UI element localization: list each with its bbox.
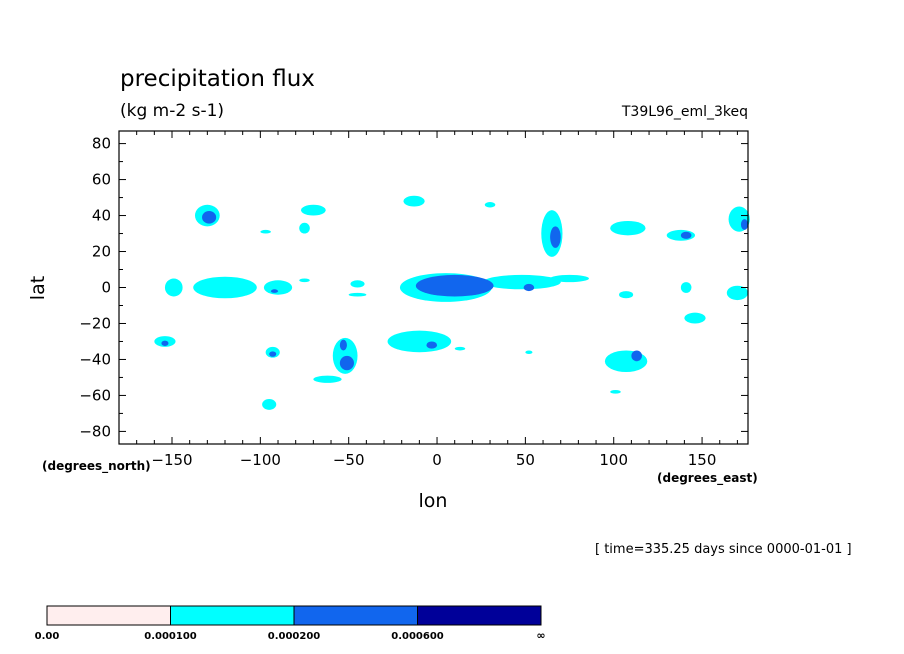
precip-region (299, 222, 310, 234)
precip-region (403, 195, 425, 207)
y-tick-label: −80 (79, 422, 111, 440)
precip-region (262, 399, 277, 410)
y-tick-label: 40 (92, 207, 111, 225)
x-tick-label: −50 (333, 451, 365, 469)
colorbar: 0.00 0.000100 0.000200 0.000600 ∞ (35, 605, 546, 642)
precip-region (610, 220, 646, 236)
precip-region (684, 312, 706, 324)
precip-region (193, 276, 257, 299)
time-stamp: [ time=335.25 days since 0000-01-01 ] (595, 542, 852, 557)
colorbar-label: 0.000600 (391, 631, 444, 642)
precip-region (610, 390, 621, 394)
colorbar-segment (46, 605, 171, 626)
precip-region (299, 278, 310, 283)
axis-ticks: −150 −100 −50 0 50 100 150 80 60 40 20 0 −20 −40 −60 −8… (79, 131, 748, 469)
precip-region (484, 202, 496, 208)
y-tick-label: −20 (79, 314, 111, 332)
colorbar-segment (293, 605, 418, 626)
x-tick-label: 150 (688, 451, 717, 469)
colorbar-label: 0.000200 (268, 631, 321, 642)
x-axis-label: lon (418, 490, 448, 512)
x-tick-label: −150 (151, 451, 192, 469)
precip-region (550, 226, 561, 248)
precip-region (263, 280, 293, 295)
precip-region (339, 355, 354, 371)
precip-region (348, 292, 367, 297)
x-tick-label: 0 (432, 451, 442, 469)
precip-region (454, 346, 466, 351)
y-tick-label: −40 (79, 350, 111, 368)
precip-region (269, 351, 277, 357)
precip-region (339, 339, 347, 351)
precip-region (726, 285, 748, 301)
colorbar-label: 0.00 (35, 631, 60, 642)
precip-region (426, 341, 438, 349)
precip-region (680, 231, 692, 239)
y-axis-units: (degrees_north) (42, 459, 151, 473)
precip-region (680, 282, 692, 293)
precip-region (415, 274, 494, 297)
colorbar-label: 0.000100 (144, 631, 197, 642)
x-tick-label: 100 (599, 451, 628, 469)
precip-region (631, 350, 642, 362)
y-tick-label: 80 (92, 135, 111, 153)
precip-region (350, 280, 365, 288)
precip-region (482, 274, 561, 290)
precip-region (164, 278, 183, 297)
precip-region (260, 229, 271, 234)
y-tick-label: 20 (92, 243, 111, 261)
precip-region (270, 289, 279, 293)
chart-units: (kg m-2 s-1) (120, 101, 225, 121)
precip-region (619, 291, 634, 299)
y-tick-label: −60 (79, 386, 111, 404)
colorbar-segment (170, 605, 295, 626)
precip-region (313, 375, 342, 383)
precip-regions (154, 195, 750, 410)
precip-region (387, 330, 452, 353)
run-name: T39L96_eml_3keq (621, 104, 748, 120)
x-tick-label: −100 (240, 451, 281, 469)
y-tick-label: 0 (101, 279, 111, 297)
precip-region (550, 274, 589, 283)
precip-region (740, 219, 749, 230)
precip-region (161, 340, 169, 346)
precip-region (202, 211, 217, 224)
precip-region (525, 350, 533, 355)
precip-region (523, 283, 535, 292)
precip-region (300, 204, 326, 216)
x-tick-label: 50 (516, 451, 535, 469)
x-axis-units: (degrees_east) (657, 471, 758, 485)
colorbar-end-label: ∞ (536, 629, 545, 642)
chart-title: precipitation flux (120, 66, 315, 92)
y-tick-label: 60 (92, 171, 111, 189)
colorbar-segment (417, 605, 542, 626)
